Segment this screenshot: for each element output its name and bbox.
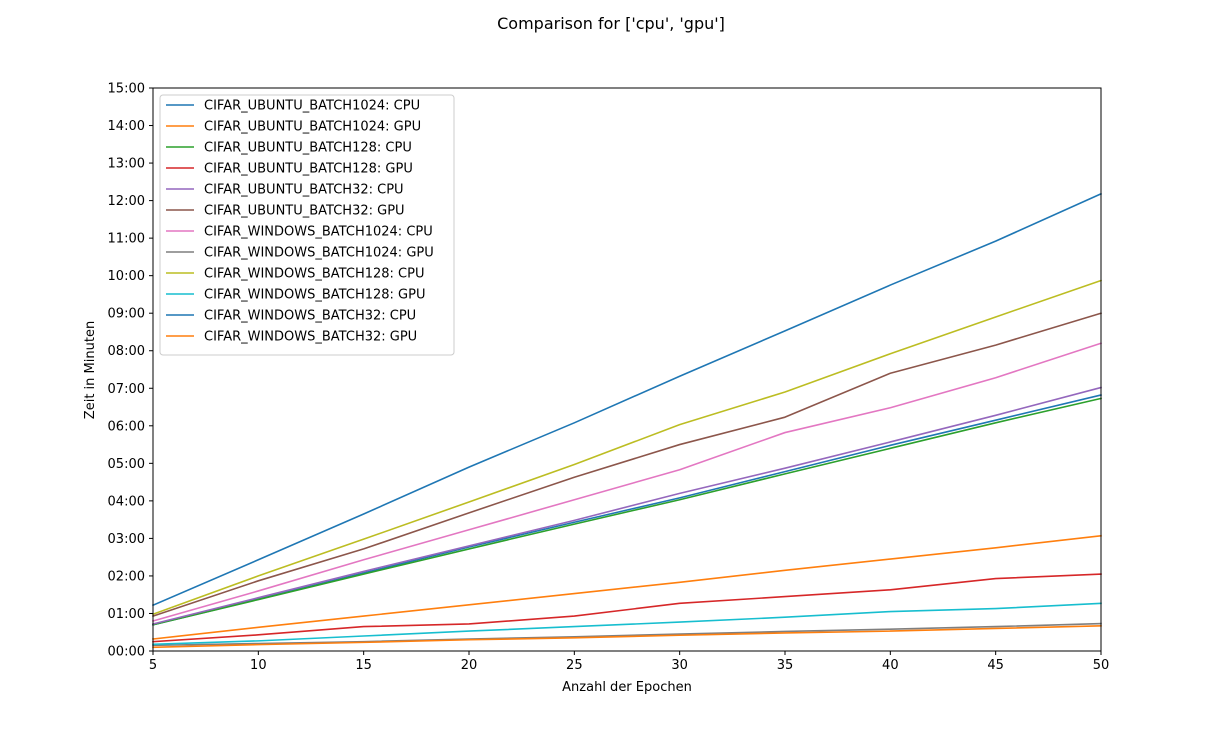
y-tick-label: 00:00: [108, 645, 145, 660]
y-tick-label: 13:00: [108, 157, 145, 172]
y-tick-label: 09:00: [108, 307, 145, 322]
x-tick-label: 5: [149, 658, 157, 673]
legend-entry: CIFAR_WINDOWS_BATCH1024: CPU: [204, 225, 433, 240]
series-line-3: [152, 397, 1102, 626]
x-tick-label: 50: [1093, 658, 1110, 673]
x-tick-label: 35: [777, 658, 794, 673]
x-tick-label: 45: [987, 658, 1004, 673]
y-tick-label: 07:00: [108, 382, 145, 397]
legend-entry: CIFAR_WINDOWS_BATCH128: GPU: [204, 288, 425, 303]
series-line-9: [151, 279, 1103, 616]
x-tick-label: 25: [566, 658, 583, 673]
legend-entry: CIFAR_UBUNTU_BATCH1024: CPU: [204, 99, 420, 114]
legend-entry: CIFAR_UBUNTU_BATCH32: CPU: [204, 183, 404, 198]
y-tick-label: 15:00: [108, 82, 145, 97]
series-line-11: [151, 192, 1103, 607]
x-axis-title: Anzahl der Epochen: [562, 680, 692, 695]
y-tick-label: 12:00: [108, 194, 145, 209]
legend-entry: CIFAR_UBUNTU_BATCH1024: GPU: [204, 120, 421, 135]
y-axis: 00:00 01:00 02:00 03:00 04:00 05:00 06:00 07:00…: [108, 82, 153, 660]
y-axis-title: Zeit in Minuten: [83, 321, 98, 419]
series-line-6: [151, 312, 1102, 618]
x-axis: 5 10 15 20 25 30 35 40 45 50: [149, 651, 1109, 673]
legend-entry: CIFAR_WINDOWS_BATCH128: CPU: [204, 267, 424, 282]
legend-entry: CIFAR_WINDOWS_BATCH32: GPU: [204, 330, 417, 345]
y-tick-label: 11:00: [108, 232, 145, 247]
legend-entry: CIFAR_UBUNTU_BATCH32: GPU: [204, 204, 405, 219]
chart-title: Comparison for ['cpu', 'gpu']: [497, 14, 725, 33]
x-tick-label: 10: [250, 658, 267, 673]
series-line-2: [152, 534, 1102, 640]
series-line-5: [152, 386, 1102, 625]
x-tick-label: 20: [461, 658, 478, 673]
legend-box: [159, 94, 455, 356]
x-tick-label: 15: [355, 658, 372, 673]
legend-entry: CIFAR_UBUNTU_BATCH128: GPU: [204, 162, 413, 177]
series-line-12: [152, 625, 1102, 649]
x-tick-label: 30: [671, 658, 688, 673]
legend: CIFAR_UBUNTU_BATCH1024: CPU CIFAR_UBUNTU_…: [159, 94, 455, 356]
y-tick-label: 01:00: [108, 607, 145, 622]
legend-entry: CIFAR_UBUNTU_BATCH128: CPU: [204, 141, 412, 156]
y-tick-label: 10:00: [108, 269, 145, 284]
y-tick-label: 05:00: [108, 457, 145, 472]
series-line-7: [152, 342, 1103, 622]
plot-area: [151, 192, 1103, 649]
series-line-8: [152, 622, 1102, 647]
series-line-10: [152, 602, 1102, 646]
x-tick-label: 40: [882, 658, 899, 673]
y-tick-label: 03:00: [108, 532, 145, 547]
y-tick-label: 08:00: [108, 344, 145, 359]
y-tick-label: 06:00: [108, 419, 145, 434]
y-tick-label: 04:00: [108, 494, 145, 509]
plot-frame: [152, 87, 1102, 652]
legend-entry: CIFAR_WINDOWS_BATCH32: CPU: [204, 309, 416, 324]
series-line-4: [152, 573, 1102, 643]
legend-entry: CIFAR_WINDOWS_BATCH1024: GPU: [204, 246, 434, 261]
y-tick-label: 02:00: [108, 569, 145, 584]
y-tick-label: 14:00: [108, 119, 145, 134]
